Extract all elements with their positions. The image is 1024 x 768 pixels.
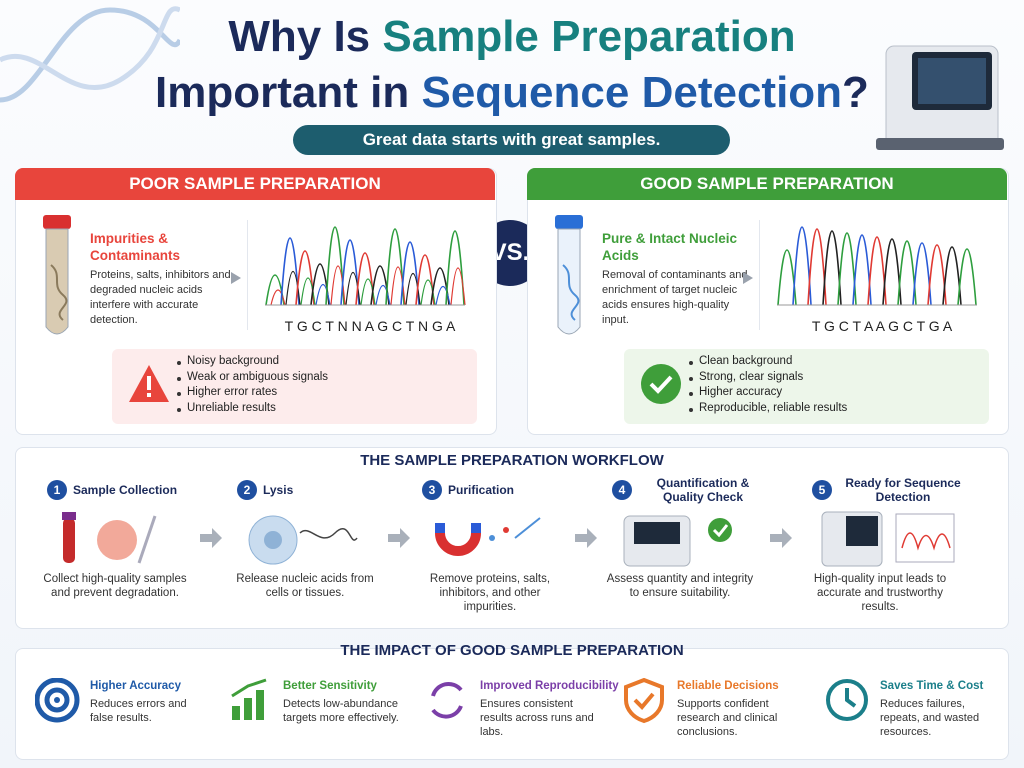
bullet-item: Higher accuracy bbox=[699, 386, 783, 398]
panel-text: Proteins, salts, inhibitors and degraded… bbox=[90, 269, 231, 326]
subtitle-pill: Great data starts with great samples. bbox=[293, 125, 730, 155]
title-part: Why Is bbox=[228, 12, 383, 61]
impact-icon bbox=[231, 678, 267, 720]
impact-icon bbox=[431, 682, 463, 719]
arrow-icon bbox=[743, 272, 753, 284]
title-line: Why Is Sample Preparation bbox=[0, 12, 1024, 62]
impact-text: Reduces errors and false results. bbox=[90, 698, 187, 724]
impact-title: Higher Accuracy bbox=[90, 680, 181, 692]
flow-arrow bbox=[387, 528, 410, 548]
bullet-item: Higher error rates bbox=[187, 386, 278, 398]
step-title: Lysis bbox=[263, 483, 294, 497]
step-icon bbox=[62, 512, 157, 564]
bullet-dot bbox=[689, 392, 693, 396]
subtitle: Great data starts with great samples. bbox=[362, 130, 661, 149]
sample-tube bbox=[555, 215, 583, 335]
panel-header: POOR SAMPLE PREPARATION bbox=[15, 168, 495, 200]
workflow-title: THE SAMPLE PREPARATION WORKFLOW bbox=[360, 452, 664, 469]
step-number: 3 bbox=[422, 480, 442, 500]
bullet-dot bbox=[689, 376, 693, 381]
step-number: 5 bbox=[812, 480, 832, 500]
step-text: Assess quantity and integrity to ensure … bbox=[606, 573, 754, 599]
step-icon bbox=[248, 515, 358, 565]
sequence: T G C T N N A G C T N G A bbox=[284, 318, 456, 334]
title-part: ? bbox=[842, 68, 869, 117]
divider bbox=[759, 220, 760, 330]
step-title: Sample Collection bbox=[73, 483, 178, 497]
bullet-dot bbox=[177, 361, 181, 365]
flow-arrow bbox=[200, 528, 222, 548]
bullet-dot bbox=[177, 376, 181, 381]
impact-title: Improved Reproducibility bbox=[480, 680, 619, 692]
bullet-dot bbox=[177, 407, 181, 412]
flow-arrow bbox=[770, 528, 792, 548]
bullet-item: Weak or ambiguous signals bbox=[187, 370, 329, 383]
impact-panel bbox=[15, 648, 1009, 760]
step-icon bbox=[435, 517, 541, 556]
step-number: 2 bbox=[237, 480, 257, 500]
title-line: Important in Sequence Detection? bbox=[0, 68, 1024, 118]
flow-arrow bbox=[575, 528, 597, 548]
bullet-item: Noisy background bbox=[187, 355, 280, 367]
panel-text: Removal of contaminants and enrichment o… bbox=[602, 269, 748, 326]
instrument-icon bbox=[876, 45, 1004, 150]
divider bbox=[247, 220, 248, 330]
bullet-dot bbox=[689, 407, 693, 412]
bullet-dot bbox=[689, 361, 693, 365]
bullet-item: Reproducible, reliable results bbox=[699, 401, 848, 414]
result-box bbox=[624, 349, 989, 424]
step-text: Remove proteins, salts, inhibitors, and … bbox=[429, 573, 551, 613]
bullet-item: Clean background bbox=[699, 355, 793, 367]
chromatogram bbox=[777, 226, 977, 306]
step-number: 4 bbox=[612, 480, 632, 500]
chromatogram bbox=[265, 226, 466, 306]
step-title: Quantification & Quality Check bbox=[656, 476, 750, 504]
panel-heading: Pure & Intact Nucleic Acids bbox=[602, 231, 738, 263]
step-text: Release nucleic acids from cells or tiss… bbox=[236, 573, 374, 599]
step-text: High-quality input leads to accurate and… bbox=[813, 573, 947, 613]
impact-text: Detects low-abundance targets more effec… bbox=[283, 698, 399, 724]
title-part: Important in bbox=[155, 68, 422, 117]
panel-header: GOOD SAMPLE PREPARATION bbox=[527, 168, 1007, 200]
impact-text: Ensures consistent results across runs a… bbox=[480, 698, 594, 738]
bullet-item: Unreliable results bbox=[187, 401, 276, 414]
title-part: Sequence Detection bbox=[421, 68, 843, 117]
impact-title: Saves Time & Cost bbox=[880, 680, 984, 692]
warning-icon bbox=[129, 365, 169, 402]
bullet-dot bbox=[177, 392, 181, 396]
title-part: Sample Preparation bbox=[382, 12, 796, 61]
step-icon bbox=[821, 511, 955, 567]
impact-text: Supports confident research and clinical… bbox=[677, 698, 778, 738]
sample-tube bbox=[43, 215, 71, 335]
sequence: T G C T A A G C T G A bbox=[811, 318, 953, 334]
impact-icon bbox=[826, 679, 868, 721]
step-title: Purification bbox=[448, 483, 515, 497]
result-box bbox=[112, 349, 477, 424]
check-icon bbox=[641, 364, 681, 404]
step-title: Ready for Sequence Detection bbox=[845, 476, 961, 504]
step-icon bbox=[623, 515, 732, 567]
step-text: Collect high-quality samples and prevent… bbox=[43, 573, 187, 599]
arrow-icon bbox=[231, 272, 241, 284]
impact-title: THE IMPACT OF GOOD SAMPLE PREPARATION bbox=[340, 642, 684, 659]
impact-text: Reduces failures, repeats, and wasted re… bbox=[880, 698, 980, 738]
impact-icon bbox=[35, 678, 80, 723]
step-number: 1 bbox=[47, 480, 67, 500]
bullet-item: Strong, clear signals bbox=[699, 370, 804, 383]
impact-title: Better Sensitivity bbox=[283, 680, 377, 692]
impact-title: Reliable Decisions bbox=[677, 680, 779, 692]
impact-icon bbox=[624, 678, 664, 724]
dna-decoration bbox=[0, 6, 180, 103]
panel-heading: Impurities & Contaminants bbox=[90, 231, 181, 263]
